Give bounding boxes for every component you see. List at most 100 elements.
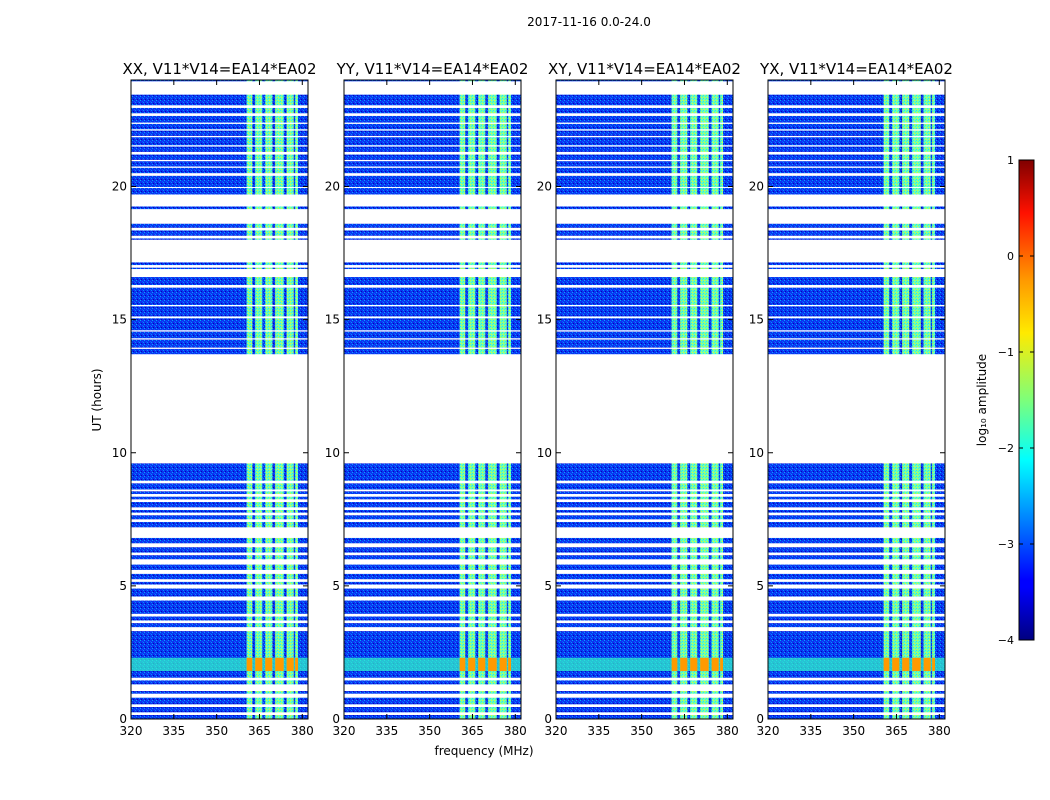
y-tick-label: 20 [537, 180, 552, 194]
data-gap [556, 596, 733, 601]
data-gap [556, 712, 733, 716]
data-gap [556, 613, 733, 617]
data-gap [556, 145, 733, 147]
data-gap [344, 330, 521, 332]
data-gap [768, 519, 945, 522]
data-gap [556, 285, 733, 288]
x-tick-label: 380 [716, 724, 739, 738]
data-gap [344, 613, 521, 617]
data-gap [768, 285, 945, 288]
data-gap [768, 579, 945, 582]
strong-rfi-cell [295, 657, 299, 672]
strong-rfi-cell [671, 657, 678, 672]
data-gap [556, 129, 733, 131]
data-gap [556, 166, 733, 168]
x-tick-label: 350 [418, 724, 441, 738]
data-gap [344, 584, 521, 589]
data-gap [344, 620, 521, 624]
data-gap [556, 330, 733, 332]
strong-rfi-cell [508, 657, 512, 672]
data-gap [344, 151, 521, 155]
data-gap [131, 627, 308, 632]
data-gap [344, 494, 521, 497]
data-gap [344, 704, 521, 708]
colorbar-gradient [1018, 159, 1035, 641]
data-gap [556, 569, 733, 574]
data-gap [768, 145, 945, 147]
data-gap [556, 227, 733, 231]
strong-rfi-cell [892, 657, 900, 672]
strong-rfi-cell [912, 657, 921, 672]
data-gap [556, 499, 733, 503]
data-gap [768, 693, 945, 698]
data-gap [556, 105, 733, 108]
data-gap [556, 209, 733, 224]
data-gap [344, 194, 521, 207]
data-gap [131, 135, 308, 138]
x-tick-label: 320 [333, 724, 356, 738]
data-gap [768, 684, 945, 692]
x-tick-label: 335 [375, 724, 398, 738]
data-gap [556, 194, 733, 207]
data-gap [556, 693, 733, 698]
data-gap [556, 113, 733, 116]
data-gap [131, 677, 308, 681]
data-gap [556, 173, 733, 176]
data-gap [344, 507, 521, 510]
data-gap [556, 559, 733, 565]
data-gap [131, 265, 308, 268]
data-gap [768, 173, 945, 176]
strong-rfi-cell [478, 657, 486, 672]
data-gap [131, 543, 308, 548]
data-gap [131, 338, 308, 340]
data-gap [768, 194, 945, 207]
data-gap [556, 265, 733, 268]
data-gap [344, 627, 521, 632]
x-tick-label: 320 [545, 724, 568, 738]
strong-rfi-cell [883, 657, 890, 672]
data-gap [131, 316, 308, 319]
y-tick-label: 0 [544, 712, 552, 726]
data-gap [344, 227, 521, 231]
data-gap [344, 113, 521, 116]
strong-rfi-cell [711, 657, 719, 672]
data-gap [344, 684, 521, 692]
data-gap [768, 584, 945, 589]
data-gap [556, 354, 733, 464]
strong-rfi-band [556, 657, 733, 672]
data-gap [556, 159, 733, 162]
data-gap [768, 113, 945, 116]
data-gap [131, 620, 308, 624]
x-axis-label: frequency (MHz) [434, 744, 533, 758]
data-gap [344, 209, 521, 224]
strong-rfi-cell [902, 657, 910, 672]
y-tick-label: 20 [325, 180, 340, 194]
strong-rfi-band [131, 657, 308, 672]
y-tick-label: 10 [112, 446, 127, 460]
strong-rfi-cell [286, 657, 294, 672]
data-gap [768, 269, 945, 278]
data-gap [556, 239, 733, 263]
data-gap [768, 227, 945, 231]
data-gap [344, 527, 521, 538]
data-gap [131, 579, 308, 582]
panel-xy: XY, V11*V14=EA14*EA02 320 335 350 365 380 0 5 10… [537, 60, 741, 738]
data-gap [131, 235, 308, 239]
data-gap [768, 338, 945, 340]
data-gap [131, 507, 308, 510]
data-gap [131, 166, 308, 168]
y-tick-label: 15 [537, 313, 552, 327]
y-tick-label: 0 [332, 712, 340, 726]
x-tick-label: 365 [885, 724, 908, 738]
y-tick-label: 10 [325, 446, 340, 460]
y-tick-label: 5 [544, 579, 552, 593]
y-tick-label: 15 [325, 313, 340, 327]
data-gap [768, 151, 945, 155]
data-gap [768, 627, 945, 632]
data-gap [556, 81, 733, 95]
panel-frame [555, 79, 734, 720]
data-gap [556, 338, 733, 340]
x-tick-label: 350 [205, 724, 228, 738]
data-gap [344, 285, 521, 288]
